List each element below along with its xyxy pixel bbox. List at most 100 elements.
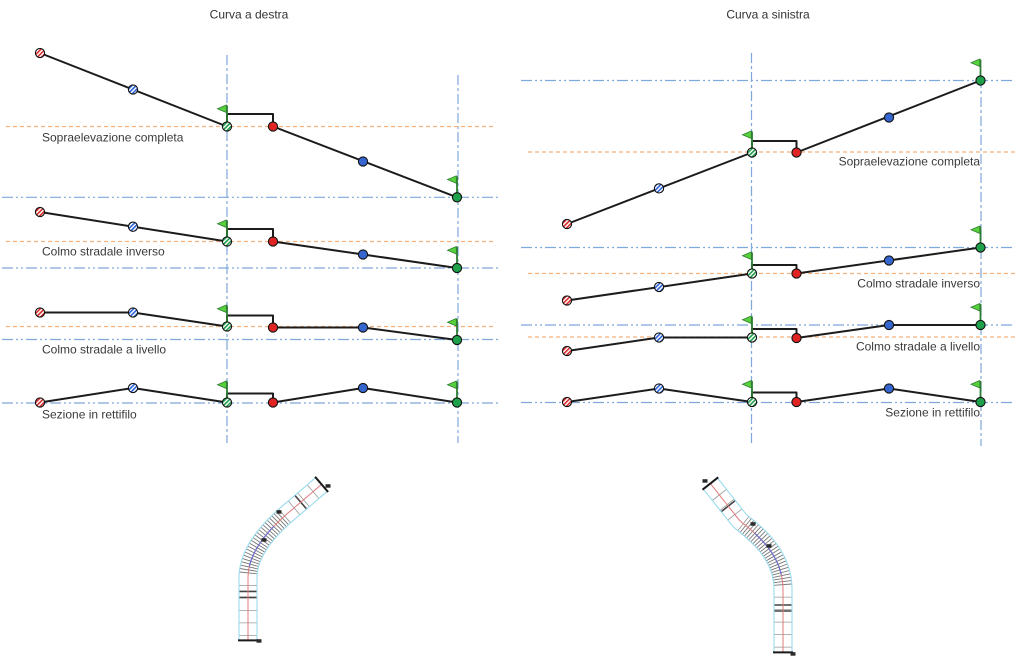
marker-outer-edge-right bbox=[451, 397, 463, 408]
marker-lane-left bbox=[127, 221, 139, 232]
plan-guide-path bbox=[710, 483, 783, 653]
section-row bbox=[521, 379, 1014, 408]
flag-triangle bbox=[216, 104, 227, 114]
marker-axis-left bbox=[221, 236, 233, 247]
flag-triangle bbox=[741, 130, 752, 140]
flag-triangle bbox=[216, 304, 227, 314]
marker-lane-left bbox=[127, 84, 139, 95]
station-end-tick bbox=[314, 476, 329, 493]
road-edge-left bbox=[238, 476, 317, 641]
flag-triangle bbox=[446, 380, 457, 390]
marker-axis-left bbox=[221, 397, 233, 408]
flag-triangle bbox=[969, 302, 981, 312]
station-label-mark bbox=[256, 639, 262, 643]
station-label-mark bbox=[766, 544, 772, 548]
marker-axis-left bbox=[746, 268, 758, 279]
marker-lane-left bbox=[653, 383, 665, 394]
marker-outer-edge-left bbox=[34, 397, 46, 408]
flag-triangle bbox=[741, 315, 752, 325]
flag-triangle bbox=[969, 379, 981, 389]
section-row bbox=[2, 304, 498, 346]
station-label-mark bbox=[276, 510, 282, 514]
marker-lane-left bbox=[653, 183, 665, 194]
station-end-tick bbox=[701, 476, 719, 491]
section-row bbox=[2, 206, 498, 274]
flag-triangle bbox=[969, 225, 981, 235]
marker-axis-right bbox=[267, 322, 279, 333]
marker-outer-edge-right bbox=[451, 334, 463, 346]
flag-triangle bbox=[741, 379, 752, 389]
marker-outer-edge-left bbox=[561, 295, 573, 306]
station-label-mark bbox=[750, 522, 756, 526]
marker-axis-right bbox=[267, 236, 279, 247]
marker-lane-left bbox=[653, 281, 665, 293]
section-row bbox=[2, 47, 498, 203]
flag-triangle bbox=[741, 251, 752, 261]
marker-lane-right bbox=[357, 322, 369, 333]
marker-axis-right bbox=[267, 397, 279, 408]
axis-step-bracket bbox=[226, 228, 274, 242]
road-centerline bbox=[247, 483, 323, 641]
road-edge-right bbox=[256, 490, 329, 641]
marker-axis-left bbox=[746, 147, 758, 158]
marker-axis-right bbox=[791, 268, 802, 279]
marker-axis-right bbox=[791, 396, 802, 408]
section-row bbox=[521, 58, 1018, 230]
station-label-mark bbox=[261, 538, 267, 542]
row-label-sezione-in-rettifilo-left: Sezione in rettifilo bbox=[42, 407, 137, 422]
station-label-mark bbox=[325, 484, 331, 488]
row-label-sopraelevazione-completa-right: Sopraelevazione completa bbox=[838, 153, 980, 168]
panel-curva-a-destra bbox=[2, 47, 498, 443]
marker-lane-right bbox=[357, 382, 369, 394]
marker-outer-edge-left bbox=[34, 206, 46, 218]
marker-lane-right bbox=[883, 319, 895, 331]
row-label-colmo-stradale-a-livello-left: Colmo stradale a livello bbox=[42, 341, 167, 356]
row-label-colmo-stradale-inverso-right: Colmo stradale inverso bbox=[857, 276, 980, 291]
axis-step-bracket bbox=[226, 113, 274, 127]
marker-outer-edge-left bbox=[561, 218, 573, 230]
station-label-mark bbox=[702, 479, 708, 483]
station-label-mark bbox=[790, 652, 796, 656]
marker-lane-left bbox=[653, 332, 665, 343]
axis-step-bracket bbox=[751, 140, 798, 153]
road-edge-left bbox=[702, 488, 775, 653]
marker-lane-right bbox=[883, 383, 895, 394]
marker-outer-edge-right bbox=[975, 396, 986, 408]
plan-view-curva-a-destra bbox=[238, 476, 331, 643]
marker-axis-right bbox=[791, 147, 802, 158]
marker-outer-edge-right bbox=[975, 319, 986, 331]
marker-lane-right bbox=[883, 112, 895, 123]
flag-triangle bbox=[446, 317, 457, 327]
section-row bbox=[2, 380, 498, 408]
row-label-colmo-stradale-a-livello-right: Colmo stradale a livello bbox=[855, 339, 980, 354]
row-label-sopraelevazione-completa-left: Sopraelevazione completa bbox=[42, 130, 184, 145]
marker-outer-edge-right bbox=[975, 75, 986, 86]
marker-outer-edge-right bbox=[451, 262, 463, 274]
axis-step-bracket bbox=[226, 392, 274, 403]
marker-outer-edge-left bbox=[34, 307, 46, 318]
axis-step-bracket bbox=[751, 264, 798, 274]
marker-lane-right bbox=[357, 249, 369, 260]
panel-title-curva-a-destra: Curva a destra bbox=[209, 7, 289, 22]
row-label-sezione-in-rettifilo-right: Sezione in rettifilo bbox=[885, 405, 980, 420]
marker-outer-edge-left bbox=[561, 396, 573, 408]
flag-triangle bbox=[216, 380, 227, 390]
marker-axis-right bbox=[791, 332, 802, 344]
panel-title-curva-a-sinistra: Curva a sinistra bbox=[726, 7, 810, 22]
curve-centerline bbox=[248, 525, 275, 567]
marker-lane-left bbox=[127, 307, 139, 318]
marker-lane-left bbox=[127, 382, 139, 394]
flag-triangle bbox=[446, 175, 457, 184]
marker-lane-right bbox=[357, 156, 369, 167]
plan-guide-path bbox=[248, 484, 322, 641]
marker-axis-right bbox=[267, 121, 279, 132]
road-centerline bbox=[709, 482, 784, 653]
marker-axis-left bbox=[746, 332, 758, 343]
plan-view-curva-a-sinistra bbox=[701, 476, 796, 656]
marker-outer-edge-right bbox=[451, 192, 463, 203]
marker-axis-left bbox=[221, 121, 233, 132]
section-row bbox=[521, 302, 1018, 357]
flag-triangle bbox=[216, 219, 227, 229]
